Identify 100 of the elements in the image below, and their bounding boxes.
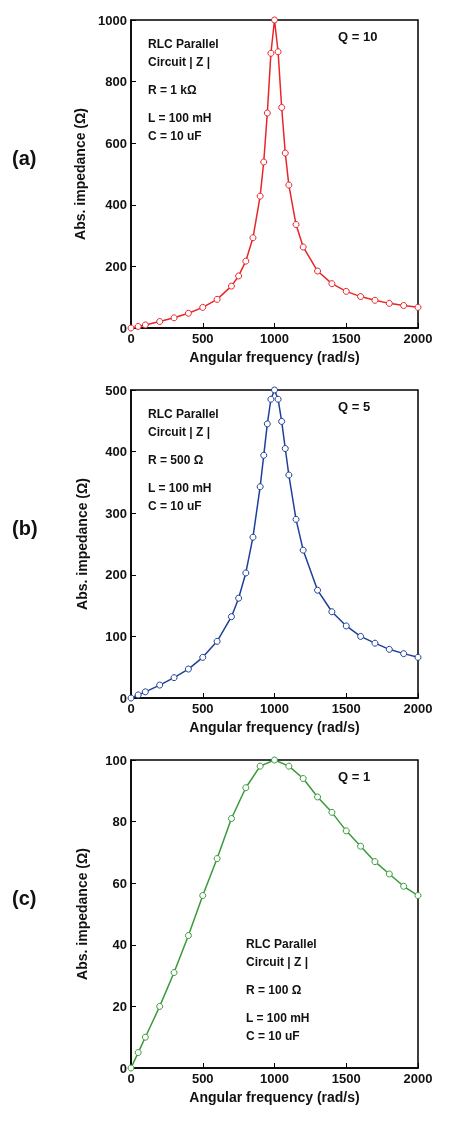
point — [299, 546, 307, 554]
annotation: RLC Parallel — [148, 37, 219, 51]
x-tick-label: 500 — [191, 701, 214, 716]
annotation: Q = 1 — [338, 769, 371, 784]
x-axis-title: Angular frequency (rad/s) — [189, 718, 360, 735]
x-tick-label: 2000 — [403, 701, 433, 716]
point — [400, 302, 408, 310]
point — [170, 969, 178, 977]
point — [278, 417, 286, 425]
x-tick-label: 1000 — [260, 701, 289, 716]
x-tick-label: 1500 — [331, 1071, 361, 1086]
y-tick-label: 300 — [105, 505, 127, 521]
annotation: C = 10 uF — [148, 499, 202, 513]
point — [249, 533, 257, 541]
point — [292, 515, 300, 523]
x-tick-label: 1500 — [331, 701, 361, 716]
annotation: R = 100 Ω — [246, 983, 302, 997]
point — [385, 645, 393, 653]
annotation: C = 10 uF — [246, 1029, 300, 1043]
x-tick-label: 2000 — [403, 1071, 433, 1086]
y-tick-label: 100 — [105, 752, 127, 768]
y-tick-label: 500 — [105, 382, 127, 398]
point — [199, 892, 207, 900]
point — [156, 1002, 164, 1010]
point — [227, 282, 235, 290]
annotation: L = 100 mH — [148, 481, 212, 495]
point — [227, 613, 235, 621]
y-tick-label: 60 — [112, 875, 127, 891]
point — [285, 762, 293, 770]
y-tick-label: 400 — [105, 197, 127, 213]
point — [371, 296, 379, 304]
annotation: Q = 5 — [338, 399, 371, 414]
y-tick-label: 40 — [112, 937, 127, 953]
point — [263, 420, 271, 428]
point — [314, 267, 322, 275]
point — [314, 586, 322, 594]
point — [342, 287, 350, 295]
point — [263, 109, 271, 117]
point — [414, 892, 422, 900]
point — [235, 272, 243, 280]
point — [256, 483, 264, 491]
point — [141, 688, 149, 696]
point — [184, 309, 192, 317]
annotation: R = 1 kΩ — [148, 83, 198, 97]
annotation: RLC Parallel — [246, 937, 317, 951]
y-axis-title: Abs. impedance (Ω) — [72, 108, 89, 240]
x-axis-title: Angular frequency (rad/s) — [189, 1088, 360, 1105]
point — [271, 16, 278, 24]
point — [213, 295, 221, 303]
point — [400, 882, 408, 890]
point — [278, 103, 286, 111]
x-tick-label: 1000 — [260, 1071, 289, 1086]
point — [260, 451, 268, 459]
point — [357, 842, 365, 850]
point — [249, 234, 257, 242]
point — [199, 303, 207, 311]
point — [400, 650, 408, 658]
x-tick-label: 500 — [191, 1071, 214, 1086]
point — [213, 637, 221, 645]
text: (c) — [12, 887, 37, 909]
point — [328, 280, 336, 288]
annotation: Circuit | Z | — [148, 425, 211, 439]
point — [242, 569, 250, 577]
point — [385, 870, 393, 878]
y-tick-label: 0 — [119, 690, 127, 706]
annotation: C = 10 uF — [148, 129, 202, 143]
x-tick-label: 1000 — [260, 331, 289, 346]
point — [256, 192, 264, 200]
point — [256, 762, 264, 770]
point — [314, 793, 322, 801]
x-axis-title: Angular frequency (rad/s) — [189, 348, 360, 365]
text: (a) — [12, 147, 37, 169]
point — [260, 158, 268, 166]
y-tick-label: 200 — [105, 258, 127, 274]
annotation: R = 500 Ω — [148, 453, 204, 467]
point — [213, 855, 221, 863]
point — [267, 395, 275, 403]
point — [357, 632, 365, 640]
point — [141, 321, 149, 329]
y-tick-label: 20 — [112, 998, 127, 1014]
y-tick-label: 200 — [105, 567, 127, 583]
point — [414, 303, 422, 311]
y-axis-title: Abs. impedance (Ω) — [74, 478, 90, 610]
y-tick-label: 80 — [112, 814, 127, 830]
x-tick-label: 2000 — [403, 331, 433, 346]
point — [385, 299, 393, 307]
point — [285, 471, 293, 479]
y-tick-label: 800 — [105, 74, 127, 90]
point — [227, 815, 235, 823]
point — [235, 594, 243, 602]
annotation: RLC Parallel — [148, 407, 219, 421]
point — [414, 653, 422, 661]
point — [156, 681, 164, 689]
y-tick-label: 400 — [105, 444, 127, 460]
point — [274, 48, 282, 56]
annotation: Q = 10 — [338, 29, 378, 44]
annotation: L = 100 mH — [246, 1011, 310, 1025]
y-tick-label: 0 — [119, 320, 127, 336]
point — [242, 784, 250, 792]
point — [170, 674, 178, 682]
